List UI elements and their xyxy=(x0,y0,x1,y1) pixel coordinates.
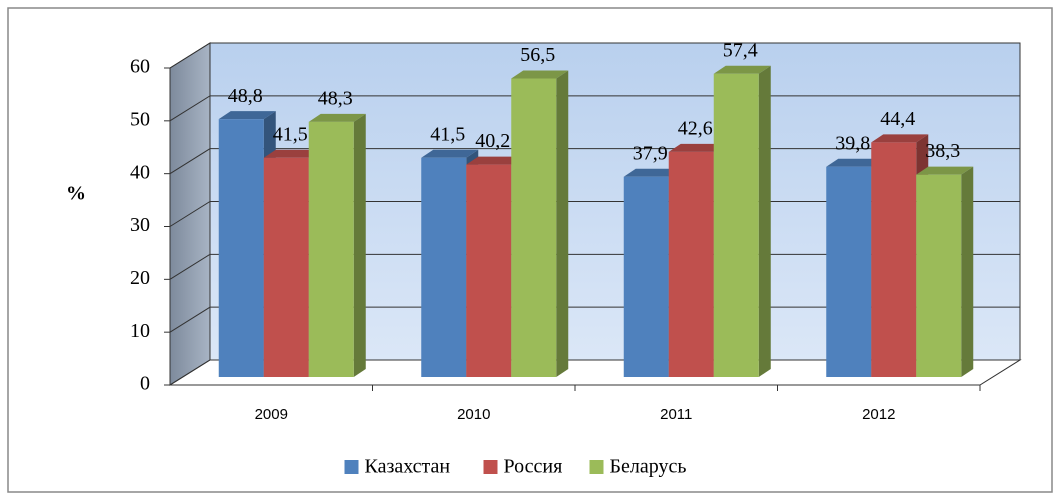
x-tick-label: 2010 xyxy=(457,406,490,423)
bar xyxy=(421,157,467,377)
bar-side xyxy=(961,166,974,377)
bar-top xyxy=(511,70,569,79)
y-tick-label: 20 xyxy=(130,267,150,289)
y-tick-label: 60 xyxy=(130,56,150,78)
bar xyxy=(466,164,512,377)
x-tick-label: 2011 xyxy=(660,406,692,423)
value-label: 56,5 xyxy=(520,44,555,66)
value-label: 48,3 xyxy=(318,87,353,109)
legend-label: Россия xyxy=(504,456,563,478)
bar xyxy=(668,151,714,377)
legend-swatch xyxy=(344,460,359,474)
bar xyxy=(916,174,962,377)
value-label: 38,3 xyxy=(925,140,960,162)
bar-side xyxy=(758,65,771,377)
bar-top xyxy=(916,166,974,175)
bar xyxy=(263,157,309,377)
value-label: 41,5 xyxy=(273,123,308,145)
bar-top xyxy=(421,149,479,158)
bar-side xyxy=(556,70,569,377)
legend-swatch xyxy=(483,460,498,474)
bar-top xyxy=(871,134,929,143)
bar-top xyxy=(826,158,884,167)
bar xyxy=(218,119,264,377)
bar-top xyxy=(668,143,726,152)
bar-top xyxy=(623,168,681,177)
value-label: 40,2 xyxy=(475,130,510,152)
bar xyxy=(511,78,557,377)
value-label: 41,5 xyxy=(430,123,465,145)
labels: 2009 48,8 41,5 48,3 2010 41,5 40,2 56,5 2011 37,9… xyxy=(228,39,961,477)
y-tick-label: 0 xyxy=(140,373,150,395)
bars xyxy=(218,65,974,377)
bar xyxy=(871,142,917,377)
bar xyxy=(308,121,354,377)
bar-top xyxy=(713,65,771,74)
bar xyxy=(713,73,759,377)
bar-top xyxy=(263,149,321,158)
y-tick-label: 40 xyxy=(130,161,150,183)
y-tick-label: 50 xyxy=(130,108,150,130)
bar-side xyxy=(353,113,366,377)
y-tick-label: 30 xyxy=(130,214,150,236)
value-label: 39,8 xyxy=(835,132,870,154)
legend-label: Беларусь xyxy=(610,456,687,478)
value-label: 48,8 xyxy=(228,85,263,107)
y-axis-label: % xyxy=(66,183,86,205)
bar xyxy=(623,176,669,377)
legend-label: Казахстан xyxy=(365,456,451,478)
bar-top xyxy=(466,156,524,165)
x-tick-label: 2009 xyxy=(255,406,288,423)
value-label: 44,4 xyxy=(880,108,915,130)
value-label: 42,6 xyxy=(678,118,713,140)
y-tick-label: 10 xyxy=(130,320,150,342)
grid-line xyxy=(169,42,1020,69)
legend-swatch xyxy=(589,460,604,474)
bar xyxy=(826,166,872,377)
value-label: 37,9 xyxy=(633,142,668,164)
value-label: 57,4 xyxy=(723,39,758,61)
bar-top xyxy=(308,113,366,122)
x-tick-label: 2012 xyxy=(862,406,895,423)
bar-top xyxy=(218,111,276,120)
